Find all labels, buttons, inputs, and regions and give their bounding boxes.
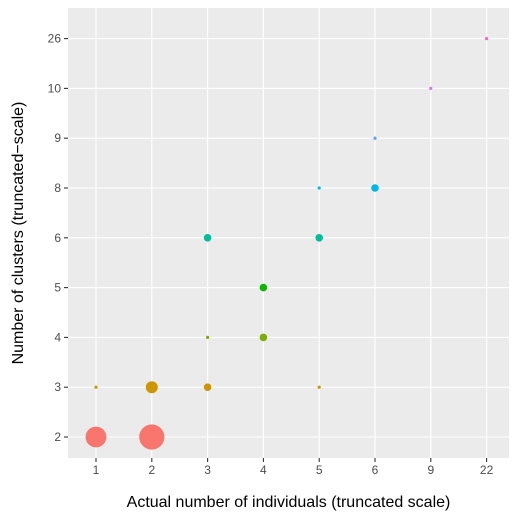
x-tick-label: 22 xyxy=(480,463,494,477)
data-point xyxy=(315,234,324,242)
data-points xyxy=(85,37,489,450)
plot-panel xyxy=(68,8,509,458)
y-tick-label: 4 xyxy=(54,330,61,344)
y-axis-ticks: 2 3 4 5 6 8 9 10 26 xyxy=(48,32,68,444)
data-point xyxy=(371,184,379,192)
x-axis-title: Actual number of individuals (truncated … xyxy=(127,494,451,511)
data-point xyxy=(485,37,489,41)
y-tick-label: 9 xyxy=(54,131,61,145)
data-point xyxy=(317,186,321,190)
x-tick-label: 4 xyxy=(260,463,267,477)
y-axis-title: Number of clusters (truncated−scale) xyxy=(10,102,27,365)
x-tick-label: 2 xyxy=(148,463,155,477)
data-point xyxy=(139,424,165,450)
data-point xyxy=(145,381,158,394)
x-tick-label: 5 xyxy=(316,463,323,477)
data-point xyxy=(203,234,212,242)
data-point xyxy=(317,385,321,389)
data-point xyxy=(203,383,212,392)
y-tick-label: 2 xyxy=(54,430,61,444)
x-tick-label: 6 xyxy=(372,463,379,477)
x-tick-label: 9 xyxy=(427,463,434,477)
y-tick-label: 8 xyxy=(54,181,61,195)
data-point xyxy=(94,385,98,389)
y-tick-label: 26 xyxy=(48,32,62,46)
y-tick-label: 6 xyxy=(54,231,61,245)
y-tick-label: 3 xyxy=(54,380,61,394)
data-point xyxy=(373,136,377,140)
x-axis-ticks: 1 2 3 4 5 6 9 22 xyxy=(93,458,494,477)
data-point xyxy=(259,283,268,292)
x-tick-label: 1 xyxy=(93,463,100,477)
x-tick-label: 3 xyxy=(204,463,211,477)
grid-major xyxy=(68,8,509,458)
y-tick-label: 5 xyxy=(54,281,61,295)
data-point xyxy=(259,333,268,342)
y-tick-label: 10 xyxy=(48,81,62,95)
data-point xyxy=(85,426,107,448)
data-point xyxy=(429,86,433,90)
data-point xyxy=(206,335,210,339)
